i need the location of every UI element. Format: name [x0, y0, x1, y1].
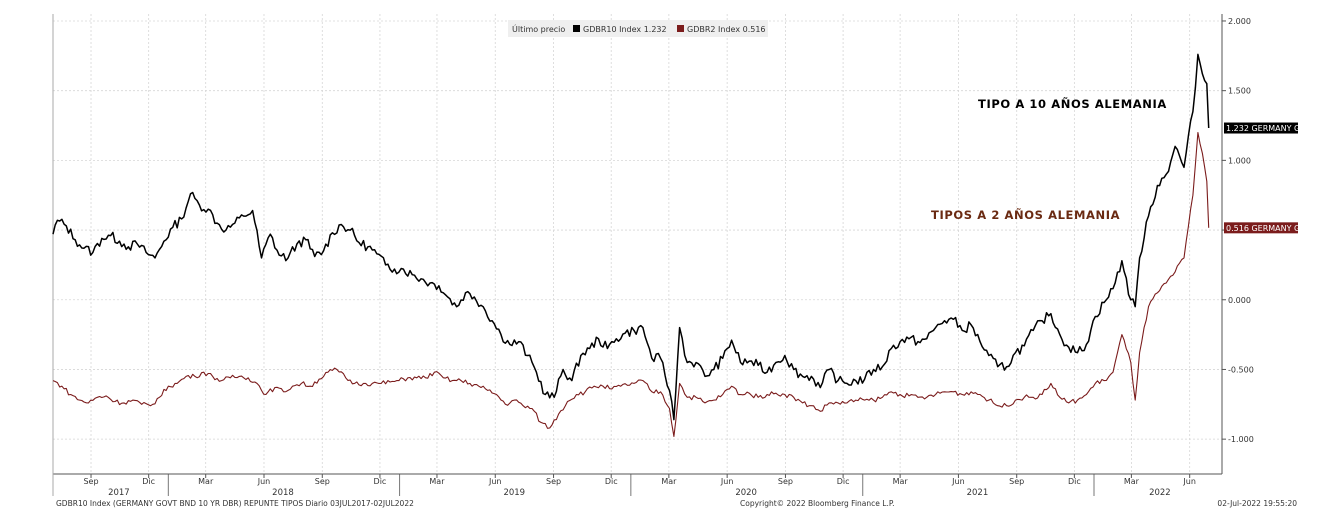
legend-swatch-gdbr10	[573, 25, 580, 32]
y-tick-label: -0.500	[1228, 365, 1254, 374]
y-tick-label: 1.000	[1228, 156, 1251, 165]
last-value-tags: 1.232 GERMANY G 0.516 GERMANY G	[1224, 122, 1300, 234]
year-label: 2022	[1149, 488, 1171, 498]
last-value-tag-gdbr2: 0.516 GERMANY G	[1226, 224, 1300, 233]
x-tick-label: Jun	[720, 477, 734, 486]
series-lines	[52, 53, 1210, 437]
x-tick-label: Mar	[198, 477, 214, 486]
year-label: 2020	[735, 488, 757, 498]
y-tick-label: 2.000	[1228, 17, 1251, 26]
x-tick-label: Sep	[778, 477, 793, 486]
y-tick-label: -1.000	[1228, 435, 1254, 444]
last-value-tag-gdbr10-bg	[1224, 122, 1298, 134]
legend-entry-gdbr10: GDBR10 Index 1.232	[583, 25, 667, 34]
legend-entry-gdbr2: GDBR2 Index 0.516	[687, 25, 766, 34]
x-tick-label: Mar	[1124, 477, 1140, 486]
footer-copyright: Copyright© 2022 Bloomberg Finance L.P.	[740, 499, 895, 508]
x-tick-label: Sep	[1009, 477, 1024, 486]
year-label: 2021	[967, 488, 989, 498]
x-tick-label: Jun	[488, 477, 502, 486]
x-tick-label: Mar	[429, 477, 445, 486]
x-tick-label: Dic	[837, 477, 850, 486]
x-tick-label: Mar	[661, 477, 677, 486]
x-tick-label: Sep	[83, 477, 98, 486]
legend-swatch-gdbr2	[677, 25, 684, 32]
year-label: 2018	[272, 488, 294, 498]
last-value-tag-gdbr10: 1.232 GERMANY G	[1226, 124, 1300, 133]
legend: Último precio GDBR10 Index 1.232 GDBR2 I…	[508, 20, 768, 37]
series-line-gdbr10-index	[52, 53, 1210, 421]
footer-description: GDBR10 Index (GERMANY GOVT BND 10 YR DBR…	[56, 499, 414, 508]
x-tick-label: Jun	[257, 477, 271, 486]
x-tick-label: Sep	[546, 477, 561, 486]
y-tick-label: 0.000	[1228, 296, 1251, 305]
x-tick-label: Mar	[893, 477, 909, 486]
y-tick-label: 1.500	[1228, 87, 1251, 96]
legend-background	[508, 20, 768, 37]
x-tick-label: Dic	[374, 477, 387, 486]
x-tick-label: Dic	[605, 477, 618, 486]
annotation-10y: TIPO A 10 AÑOS ALEMANIA	[978, 96, 1167, 111]
axes: 2.0001.5001.0000.5000.000-0.500-1.000Sep…	[52, 14, 1254, 498]
x-tick-label: Dic	[1068, 477, 1081, 486]
x-tick-label: Sep	[315, 477, 330, 486]
year-label: 2019	[503, 488, 525, 498]
footer-timestamp: 02-Jul-2022 19:55:20	[1217, 499, 1297, 508]
x-tick-label: Dic	[142, 477, 155, 486]
x-tick-label: Jun	[951, 477, 965, 486]
grid-lines	[53, 14, 1222, 474]
annotation-2y: TIPOS A 2 AÑOS ALEMANIA	[931, 207, 1120, 222]
x-tick-label: Jun	[1182, 477, 1196, 486]
last-value-tag-gdbr2-bg	[1224, 222, 1298, 234]
series-line-gdbr2-index	[52, 131, 1210, 437]
legend-prefix: Último precio	[512, 23, 565, 34]
year-label: 2017	[108, 488, 130, 498]
